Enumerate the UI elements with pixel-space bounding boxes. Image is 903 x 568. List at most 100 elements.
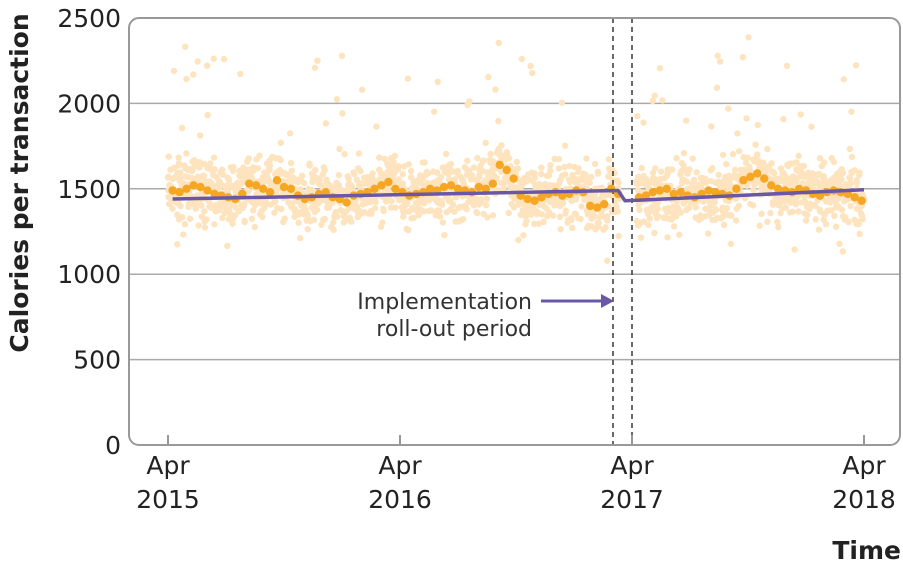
x-tick-label-year: 2016 (368, 485, 432, 514)
daily-point (708, 123, 715, 130)
daily-point (325, 204, 333, 211)
daily-point (474, 209, 481, 217)
daily-point (434, 78, 441, 86)
daily-point (586, 179, 594, 187)
daily-point (656, 65, 664, 72)
daily-point (210, 154, 218, 161)
daily-point (203, 216, 210, 223)
daily-point (272, 198, 279, 206)
daily-point (451, 208, 458, 215)
daily-point (514, 165, 522, 172)
daily-point (266, 162, 274, 169)
daily-point (664, 234, 671, 241)
weekly-point (739, 176, 748, 185)
daily-point (175, 160, 183, 167)
daily-point (704, 230, 712, 237)
weekly-point (391, 184, 400, 193)
daily-point (348, 218, 355, 225)
daily-point (405, 226, 412, 234)
daily-point (568, 216, 575, 224)
daily-point (574, 168, 582, 176)
weekly-point (732, 184, 741, 193)
weekly-point (189, 181, 198, 190)
daily-point (856, 230, 863, 238)
daily-point (795, 208, 802, 215)
daily-point (668, 166, 676, 173)
daily-point (846, 145, 854, 153)
weekly-point (850, 193, 859, 202)
weekly-point (676, 188, 685, 197)
daily-point (404, 200, 411, 207)
daily-point (452, 194, 459, 201)
daily-point (719, 213, 727, 220)
daily-point (183, 75, 190, 83)
daily-point (634, 112, 641, 120)
x-tick-labels: Apr 2015 Apr 2016 Apr 2017 Apr 2018 (136, 435, 896, 514)
daily-point (795, 152, 802, 160)
daily-point (770, 170, 778, 177)
daily-point (686, 166, 693, 173)
daily-point (638, 164, 645, 172)
daily-point (728, 212, 735, 219)
daily-point (755, 160, 762, 167)
y-tick-labels: 0 500 1000 1500 2000 2500 (57, 4, 121, 460)
daily-point (391, 152, 399, 160)
daily-point (812, 216, 819, 223)
weekly-point (251, 181, 261, 190)
daily-point (847, 202, 854, 210)
daily-point (685, 204, 693, 212)
daily-point (345, 175, 352, 183)
trend-line (172, 187, 865, 203)
daily-point (594, 168, 602, 176)
daily-point (839, 248, 847, 255)
weekly-point (767, 181, 776, 190)
daily-point (495, 39, 502, 47)
daily-point (832, 223, 840, 230)
daily-point (789, 208, 796, 215)
daily-point (372, 198, 379, 206)
daily-point (224, 242, 231, 250)
daily-point (179, 231, 187, 238)
daily-point (556, 213, 564, 221)
daily-point (596, 213, 603, 221)
daily-point (284, 171, 292, 178)
weekly-point (753, 169, 762, 178)
daily-point (595, 219, 603, 226)
daily-point (436, 213, 444, 220)
x-tick-label-month: Apr (378, 451, 422, 480)
daily-point (178, 124, 186, 132)
daily-point (535, 220, 542, 227)
daily-point (582, 171, 589, 178)
daily-point (719, 151, 727, 158)
daily-point (836, 240, 843, 247)
daily-point (174, 241, 181, 248)
daily-point (756, 222, 763, 229)
daily-point (245, 187, 252, 195)
daily-point (831, 212, 838, 220)
daily-point (659, 97, 666, 104)
weekly-point (641, 191, 651, 200)
daily-point (392, 204, 399, 211)
daily-point (723, 182, 730, 189)
annotation-line-2: roll-out period (376, 317, 532, 342)
daily-point (848, 108, 855, 115)
daily-point (492, 86, 499, 93)
daily-point (528, 211, 535, 218)
daily-point (198, 202, 205, 209)
daily-point (175, 154, 182, 161)
y-tick-label: 1000 (57, 260, 121, 289)
daily-point (702, 179, 710, 186)
daily-point (523, 218, 530, 225)
daily-point (286, 130, 294, 137)
daily-point (493, 175, 500, 182)
daily-point (271, 209, 278, 216)
daily-point (651, 175, 658, 182)
daily-point (804, 211, 811, 219)
daily-point (341, 150, 348, 158)
daily-point (840, 76, 848, 83)
daily-point (447, 160, 455, 168)
weekly-point (168, 186, 177, 195)
daily-point (615, 179, 622, 187)
daily-point (451, 176, 459, 183)
daily-point (225, 176, 233, 184)
